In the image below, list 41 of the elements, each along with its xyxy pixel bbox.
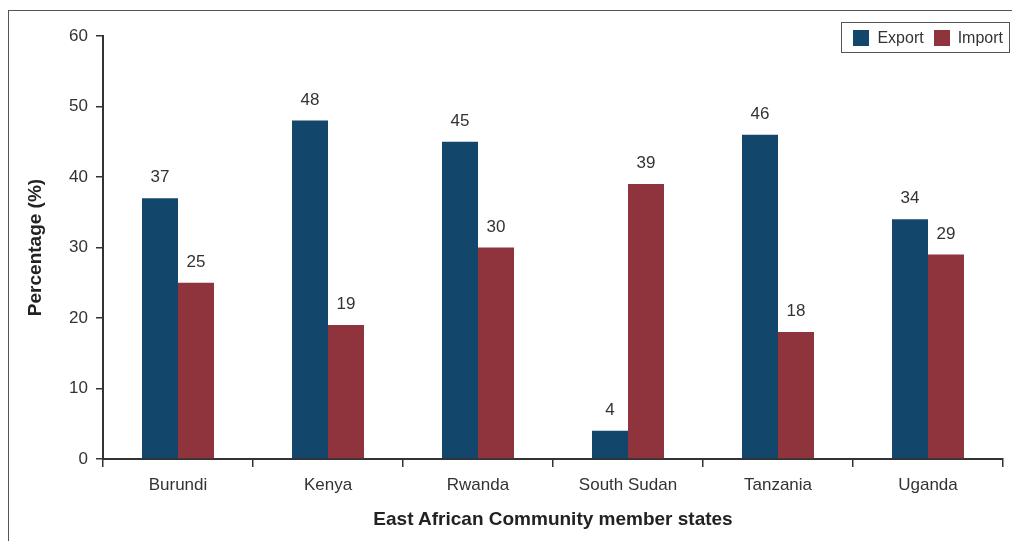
- data-label: 39: [636, 153, 656, 173]
- y-tick-label: 40: [69, 166, 88, 186]
- data-label: 34: [900, 188, 920, 208]
- bar: [442, 141, 478, 459]
- data-label: 29: [936, 223, 956, 243]
- y-tick-label: 50: [69, 96, 88, 116]
- y-axis-title: Percentage (%): [23, 178, 45, 317]
- bar: [928, 254, 964, 459]
- data-label: 46: [750, 103, 770, 123]
- bar: [292, 120, 328, 459]
- x-tick-label: Rwanda: [446, 474, 510, 494]
- y-tick-label: 60: [69, 25, 88, 45]
- bar: [178, 282, 214, 459]
- bar: [742, 134, 778, 459]
- legend-label: Export: [877, 28, 924, 47]
- data-label: 37: [150, 167, 170, 187]
- data-label: 18: [786, 301, 806, 321]
- x-tick-label: Uganda: [898, 474, 959, 494]
- data-label: 48: [300, 89, 320, 109]
- legend-label: Import: [957, 28, 1003, 47]
- bar: [778, 332, 814, 459]
- y-tick-label: 0: [78, 448, 88, 468]
- y-tick-label: 20: [69, 307, 88, 327]
- data-label: 4: [605, 399, 615, 419]
- x-axis-title: East African Community member states: [373, 507, 733, 529]
- y-tick-label: 10: [69, 378, 88, 398]
- data-label: 45: [450, 110, 470, 130]
- data-label: 19: [336, 294, 356, 314]
- x-tick-label: Kenya: [303, 474, 353, 494]
- data-label: 30: [486, 216, 506, 236]
- x-tick-label: Tanzania: [743, 474, 813, 494]
- x-tick-label: South Sudan: [578, 474, 678, 494]
- bar: [892, 219, 928, 459]
- bar: [478, 247, 514, 459]
- bar: [142, 198, 178, 459]
- bar: [592, 430, 628, 459]
- x-tick-label: Burundi: [148, 474, 208, 494]
- y-tick-label: 30: [69, 237, 88, 257]
- bar: [328, 325, 364, 459]
- bar: [628, 184, 664, 459]
- data-label: 25: [186, 251, 206, 271]
